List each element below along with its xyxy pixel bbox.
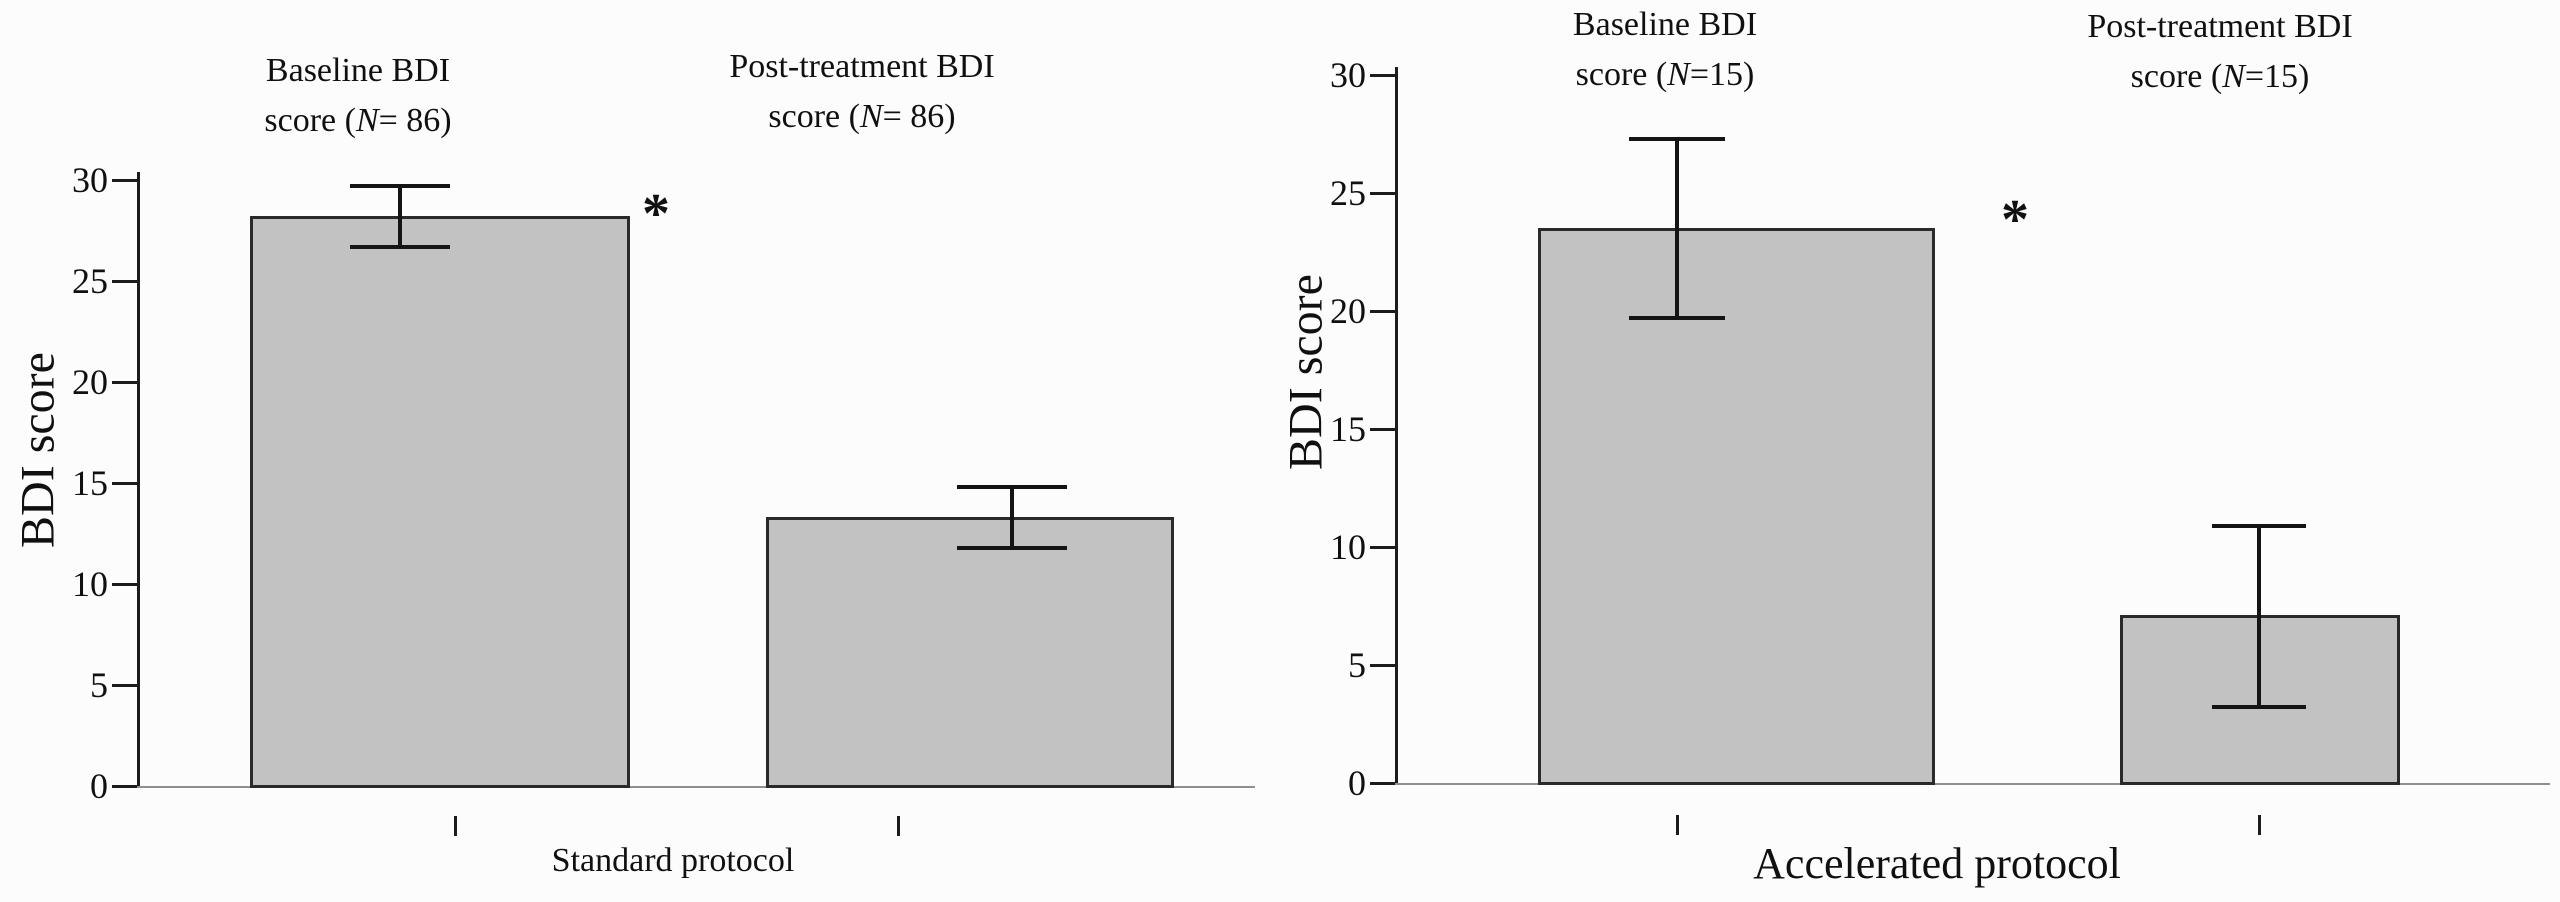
bar-title-baseline: Baseline BDI score (N=15) xyxy=(1573,0,1757,100)
error-bar-line-post-treatment xyxy=(1010,487,1014,548)
bar-title-line2-n: N xyxy=(355,102,379,139)
bar-title-line2-n: N xyxy=(859,98,883,135)
y-axis-tick-label: 25 xyxy=(72,261,108,301)
x-axis-tick xyxy=(1675,815,1679,835)
bar-title-post-treatment: Post-treatment BDI score (N=15) xyxy=(2087,2,2352,102)
error-bar-upper-cap-baseline xyxy=(350,184,450,189)
x-axis-tick xyxy=(453,816,457,836)
significance-asterisk: * xyxy=(642,183,670,245)
error-bar-lower-cap-post-treatment xyxy=(957,545,1067,550)
x-axis-line xyxy=(137,786,1255,788)
x-axis-tick xyxy=(2257,815,2261,835)
bar-title-line1: Baseline BDI xyxy=(265,52,451,89)
y-axis-tick xyxy=(1370,191,1395,195)
bar-title-line2-prefix: score ( xyxy=(264,102,356,139)
bar-title-line2-suffix: = 86) xyxy=(882,98,956,135)
error-bar-lower-cap-post-treatment xyxy=(2212,705,2306,710)
y-axis-tick-label: 20 xyxy=(1330,291,1366,331)
bar-title-line2-prefix: score ( xyxy=(1575,56,1668,93)
error-bar-line-post-treatment xyxy=(2257,525,2261,708)
bar-title-line1: Post-treatment BDI xyxy=(2087,8,2353,45)
bar-title-line1: Post-treatment BDI xyxy=(729,48,995,85)
y-axis-tick-label: 25 xyxy=(1330,173,1366,213)
error-bar-upper-cap-post-treatment xyxy=(957,485,1067,490)
y-axis-tick-label: 0 xyxy=(90,766,108,806)
y-axis-tick xyxy=(112,582,137,586)
significance-asterisk: * xyxy=(2001,189,2029,251)
bar-title-line2: score (N= 86) xyxy=(264,96,451,146)
y-axis-tick-label: 10 xyxy=(72,564,108,604)
bar-title-line2-prefix: score ( xyxy=(768,98,860,135)
bar-title-line2-prefix: score ( xyxy=(2130,58,2223,95)
y-axis-tick xyxy=(112,279,137,283)
error-bar-upper-cap-post-treatment xyxy=(2212,523,2306,528)
y-axis-tick-label: 15 xyxy=(72,463,108,503)
y-axis-tick xyxy=(1370,545,1395,549)
bar-baseline xyxy=(250,216,630,788)
error-bar-upper-cap-baseline xyxy=(1629,136,1725,141)
y-axis-tick-label: 0 xyxy=(1348,763,1366,803)
y-axis-tick-label: 15 xyxy=(1330,409,1366,449)
y-axis-tick xyxy=(1370,309,1395,313)
y-axis-tick-label: 30 xyxy=(1330,55,1366,95)
bar-title-line2-suffix: = 86) xyxy=(378,102,452,139)
y-axis-tick-label: 5 xyxy=(1348,645,1366,685)
error-bar-line-baseline xyxy=(1675,138,1679,319)
y-axis-tick-label: 20 xyxy=(72,362,108,402)
x-axis-line xyxy=(1395,783,2550,785)
error-bar-lower-cap-baseline xyxy=(1629,316,1725,321)
y-axis-tick xyxy=(112,178,137,182)
error-bar-lower-cap-baseline xyxy=(350,244,450,249)
bar-title-line2-n: N xyxy=(1667,56,1690,93)
y-axis-tick-label: 5 xyxy=(90,665,108,705)
y-axis-tick xyxy=(1370,73,1395,77)
error-bar-line-baseline xyxy=(398,186,402,247)
bar-title-line2-n: N xyxy=(2222,58,2245,95)
y-axis-tick xyxy=(1370,663,1395,667)
bar-title-line2-suffix: =15) xyxy=(1689,56,1755,93)
bar-baseline xyxy=(1538,228,1935,785)
y-axis-tick xyxy=(112,481,137,485)
y-axis-tick-label: 30 xyxy=(72,160,108,200)
bar-post-treatment xyxy=(766,517,1174,788)
y-axis-label: BDI score xyxy=(1279,274,1333,470)
bar-title-line1: Baseline BDI xyxy=(1572,6,1758,43)
y-axis-tick xyxy=(112,784,137,788)
y-axis-label: BDI score xyxy=(11,352,65,548)
y-axis-line xyxy=(1395,67,1398,785)
x-axis-tick xyxy=(896,816,900,836)
bar-title-post-treatment: Post-treatment BDI score (N= 86) xyxy=(729,42,994,142)
y-axis-tick xyxy=(112,380,137,384)
y-axis-tick xyxy=(112,683,137,687)
y-axis-tick xyxy=(1370,781,1395,785)
y-axis-tick-label: 10 xyxy=(1330,527,1366,567)
bar-title-line2: score (N=15) xyxy=(1573,50,1757,100)
bar-title-line2: score (N= 86) xyxy=(729,92,994,142)
bar-title-baseline: Baseline BDI score (N= 86) xyxy=(264,46,451,146)
x-axis-label: Standard protocol xyxy=(551,842,795,879)
x-axis-label: Accelerated protocol xyxy=(1753,839,2121,888)
bar-title-line2: score (N=15) xyxy=(2087,52,2352,102)
bar-title-line2-suffix: =15) xyxy=(2244,58,2310,95)
y-axis-tick xyxy=(1370,427,1395,431)
y-axis-line xyxy=(137,172,140,788)
